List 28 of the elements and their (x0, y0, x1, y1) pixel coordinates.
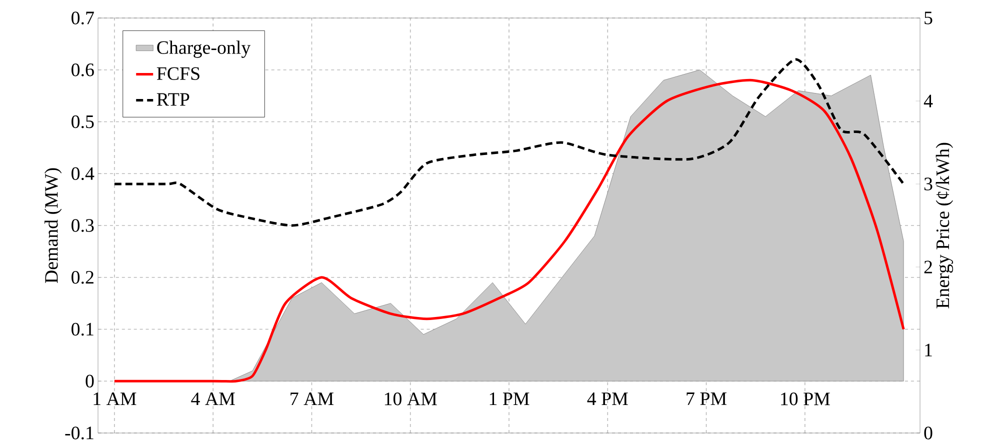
x-tick-label: 1 AM (94, 392, 136, 406)
y2-axis-title: Energy Price (¢/kWh) (936, 142, 954, 308)
y-axis-title: Demand (MW) (44, 168, 62, 284)
x-tick-label: 10 AM (384, 392, 437, 406)
legend-label: RTP (156, 93, 190, 106)
y-tick-label: -0.1 (65, 426, 94, 440)
y-tick-label: 0.7 (72, 12, 94, 24)
y2-tick-label: 3 (924, 178, 932, 190)
y-tick-label: 0.6 (72, 63, 94, 76)
y2-tick-label: 0 (924, 426, 932, 440)
x-tick-label: 1 PM (490, 392, 530, 406)
x-tick-label: 4 AM (191, 392, 235, 406)
y-tick-label: 0.1 (72, 322, 94, 336)
y2-tick-label: 2 (924, 260, 932, 274)
x-tick-label: 7 PM (686, 392, 726, 405)
y2-tick-label: 4 (924, 94, 933, 108)
y-tick-label: 0.4 (72, 167, 94, 180)
x-tick-label: 7 AM (290, 392, 334, 406)
y-tick-label: 0.3 (72, 219, 94, 232)
x-tick-label: 4 PM (587, 392, 628, 405)
y2-tick-label: 1 (925, 344, 932, 356)
y2-tick-label: 5 (924, 12, 932, 24)
y-tick-label: 0.2 (72, 270, 94, 284)
y-tick-label: 0 (86, 374, 94, 388)
y-tick-label: 0.5 (72, 115, 94, 128)
x-tick-label: 10 PM (781, 392, 830, 406)
legend-label: Charge-only (157, 40, 251, 58)
legend-label: FCFS (156, 67, 200, 80)
